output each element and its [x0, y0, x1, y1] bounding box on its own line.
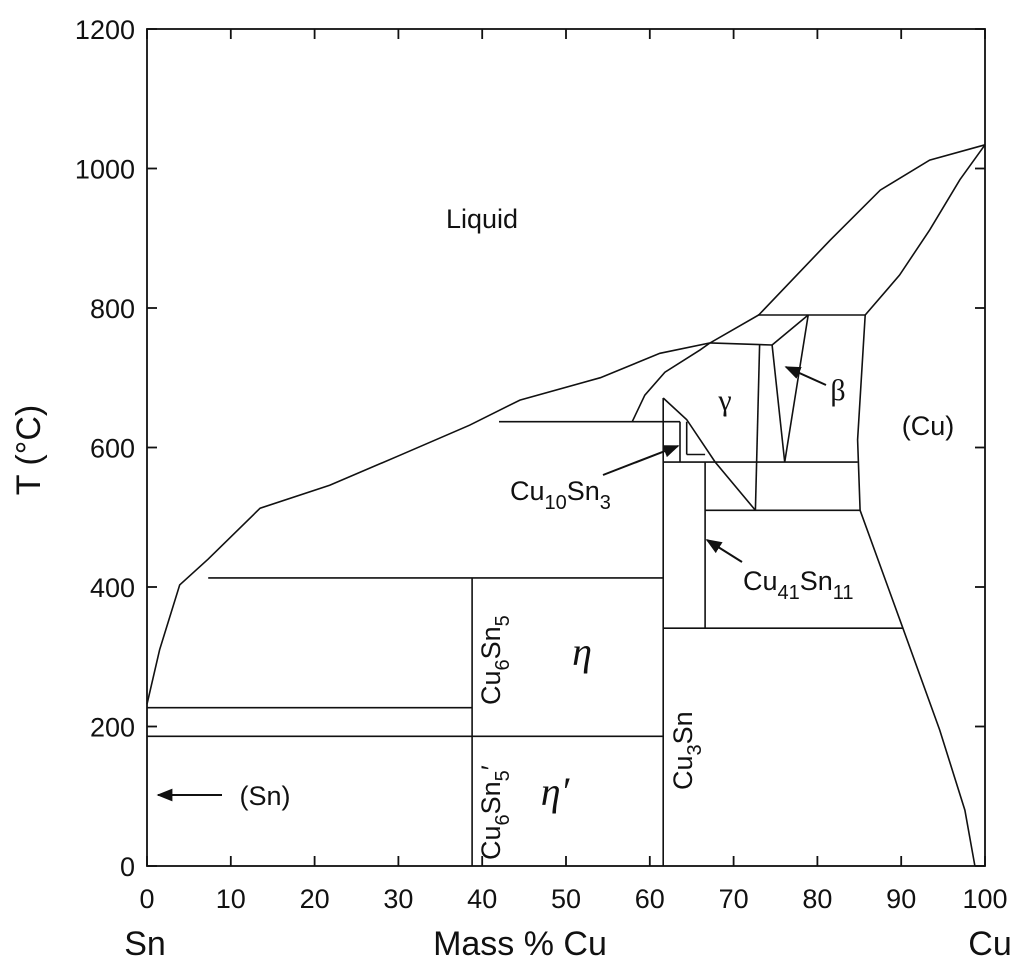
phase-boundaries — [146, 144, 986, 867]
phase-boundary — [631, 342, 711, 423]
x-tick-label: 50 — [551, 884, 581, 914]
label-part: Sn — [800, 566, 833, 596]
y-tick-label: 600 — [90, 434, 135, 464]
plot-frame — [146, 28, 986, 867]
arrow — [705, 539, 743, 563]
label-part: Cu — [476, 670, 506, 705]
phase-label: Cu6Sn5′ — [476, 765, 514, 860]
x-tick-label: 0 — [139, 884, 154, 914]
label-part: 41 — [778, 582, 800, 604]
x-tick-label: 60 — [635, 884, 665, 914]
phase-boundary — [783, 314, 809, 463]
phase-boundary — [146, 144, 986, 705]
phase-label: Cu41Sn11 — [743, 566, 854, 604]
phase-boundary — [864, 144, 986, 316]
label-part: Sn — [476, 781, 506, 814]
arrow — [784, 366, 827, 386]
label-part: 6 — [492, 659, 514, 670]
phase-boundary — [754, 344, 761, 511]
x-tick-label: 100 — [962, 884, 1007, 914]
phase-label: (Sn) — [239, 781, 290, 811]
phase-label: Liquid — [446, 204, 518, 234]
label-part: 6 — [492, 814, 514, 825]
x-tick-label: 90 — [886, 884, 916, 914]
label-part: Sn — [476, 626, 506, 659]
label-part: Sn — [668, 711, 698, 744]
phase-label: β — [830, 374, 845, 407]
label-part: 5 — [492, 770, 514, 781]
x-tick-label: 70 — [719, 884, 749, 914]
x-tick-label: 30 — [383, 884, 413, 914]
x-left-end-label: Sn — [124, 925, 166, 963]
ticks: 0 10 20 30 40 50 60 70 80 90 100020040060080010001… — [75, 15, 1008, 914]
phase-label: (Cu) — [902, 411, 955, 441]
y-tick-label: 800 — [90, 294, 135, 324]
label-part: Sn — [567, 476, 600, 506]
phase-label: η′ — [541, 769, 571, 814]
label-part: 11 — [833, 582, 854, 604]
x-axis-label: Mass % Cu — [433, 925, 607, 963]
phase-label: γ — [717, 384, 731, 417]
label-part: ′ — [476, 765, 506, 770]
x-right-end-label: Cu — [968, 925, 1011, 963]
y-tick-label: 400 — [90, 573, 135, 603]
phase-boundary — [662, 397, 757, 511]
label-part: 5 — [492, 615, 514, 626]
arrow — [602, 445, 680, 476]
phase-boundary — [771, 314, 809, 346]
phase-boundary — [710, 342, 773, 346]
phase-boundary — [771, 344, 786, 463]
x-tick-label: 80 — [802, 884, 832, 914]
x-tick-label: 20 — [300, 884, 330, 914]
y-tick-label: 200 — [90, 713, 135, 743]
label-part: Cu — [476, 825, 506, 860]
x-tick-label: 40 — [467, 884, 497, 914]
label-part: 3 — [600, 492, 611, 514]
phase-label: Cu10Sn3 — [510, 476, 611, 514]
phase-boundary — [856, 314, 976, 867]
label-part: 3 — [684, 744, 706, 755]
phase-label: Cu6Sn5 — [476, 615, 514, 705]
label-part: 10 — [545, 492, 567, 514]
phase-label: Cu3Sn — [668, 711, 706, 790]
y-tick-label: 1200 — [75, 15, 135, 45]
phase-label: η — [572, 629, 592, 674]
y-tick-label: 1000 — [75, 155, 135, 185]
label-part: Cu — [668, 755, 698, 790]
label-part: Cu — [510, 476, 545, 506]
label-part: Cu — [743, 566, 778, 596]
x-tick-label: 10 — [216, 884, 246, 914]
y-axis-label: T (°C) — [10, 405, 48, 495]
y-tick-label: 0 — [120, 852, 135, 882]
